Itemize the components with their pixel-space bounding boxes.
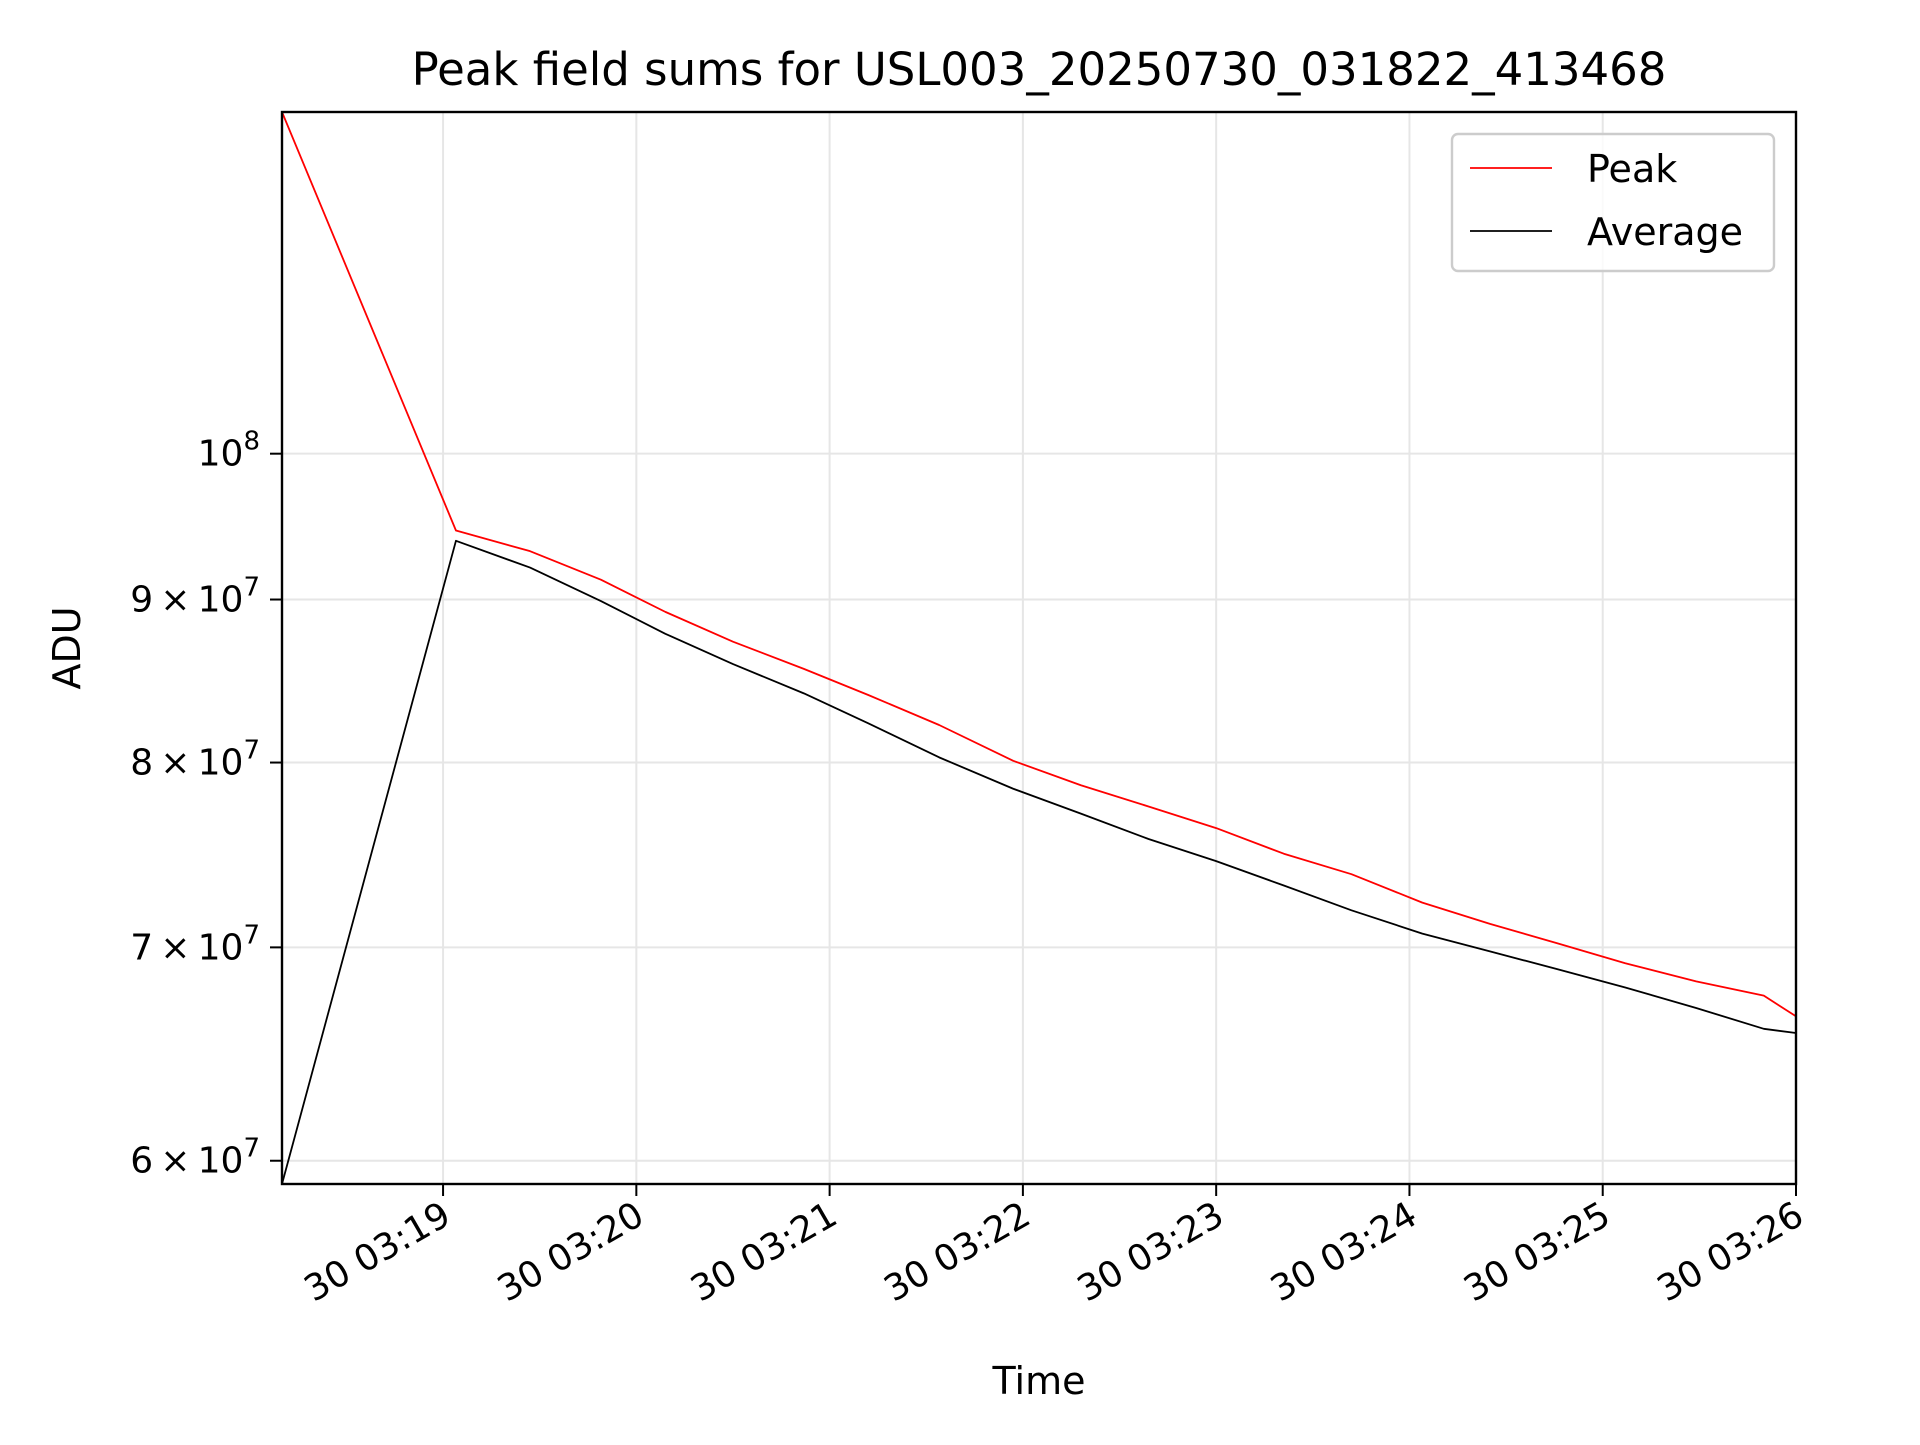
y-tick-label: 9 × 107 — [130, 573, 260, 621]
legend-label-peak: Peak — [1587, 147, 1677, 191]
y-axis-label: ADU — [45, 606, 89, 689]
legend: Peak Average — [1452, 134, 1774, 271]
y-tick-label: 8 × 107 — [130, 736, 260, 784]
legend-label-average: Average — [1587, 210, 1743, 254]
chart-title: Peak field sums for USL003_20250730_0318… — [412, 43, 1667, 96]
y-tick-label: 6 × 107 — [130, 1134, 260, 1182]
x-axis-label: Time — [992, 1359, 1086, 1403]
y-tick-label: 7 × 107 — [130, 920, 260, 968]
